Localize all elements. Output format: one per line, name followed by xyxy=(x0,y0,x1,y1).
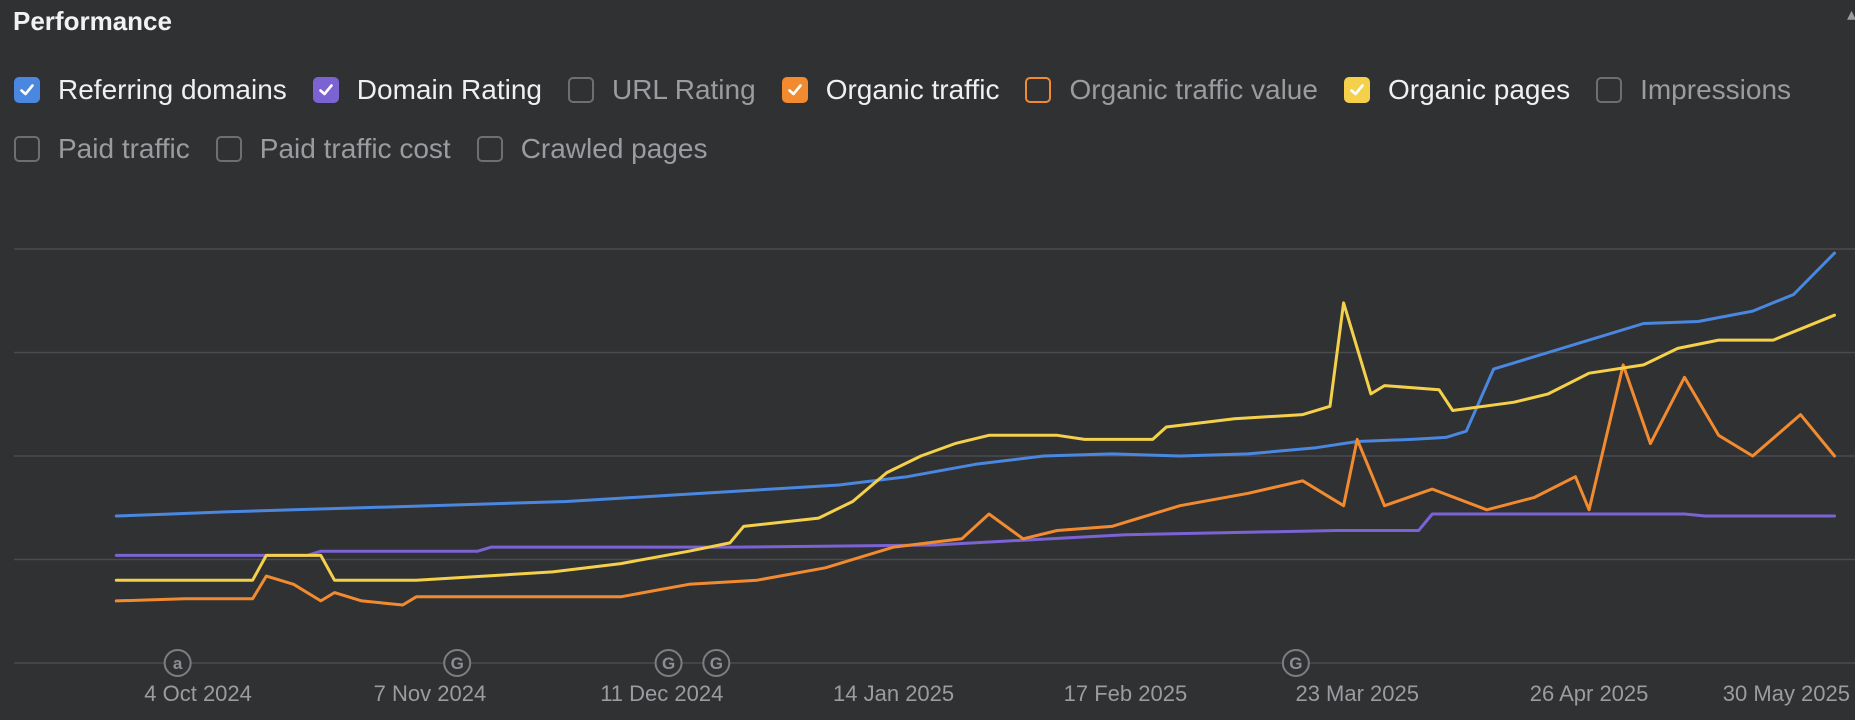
series-line-organic-traffic xyxy=(114,363,1836,607)
legend-label: Referring domains xyxy=(58,74,287,105)
x-tick-label: 26 Apr 2025 xyxy=(1530,681,1649,706)
legend-paid-traffic-cost[interactable]: Paid traffic cost xyxy=(215,133,451,165)
annotation-symbol: G xyxy=(451,654,464,673)
x-tick-label: 7 Nov 2024 xyxy=(374,681,487,706)
series-line-organic-pages xyxy=(114,301,1836,582)
x-tick-label: 30 May 2025 xyxy=(1723,681,1850,706)
annotation-marker xyxy=(1281,649,1310,677)
checkbox-icon[interactable] xyxy=(1343,77,1370,103)
checkbox-icon[interactable] xyxy=(476,136,503,162)
x-tick-label: 4 Oct 2024 xyxy=(144,681,252,706)
series-line-referring-domains xyxy=(114,251,1836,518)
legend-referring-domains[interactable]: Referring domains xyxy=(14,74,287,106)
annotation-symbol: G xyxy=(662,654,675,673)
annotation-symbol: G xyxy=(1289,654,1302,673)
legend-organic-pages[interactable]: Organic pages xyxy=(1343,74,1571,106)
annotation-marker xyxy=(654,649,683,677)
annotation-symbol: a xyxy=(173,654,183,673)
checkbox-icon[interactable] xyxy=(14,77,40,103)
legend-label: Organic pages xyxy=(1387,74,1571,105)
x-tick-label: 17 Feb 2025 xyxy=(1064,681,1188,706)
x-tick-label: 14 Jan 2025 xyxy=(833,681,954,706)
checkbox-icon[interactable] xyxy=(781,77,808,103)
legend-row-1: Referring domains Domain Rating URL Rati… xyxy=(14,74,1817,106)
legend-label: Organic traffic xyxy=(825,74,1000,105)
legend-label: Impressions xyxy=(1640,74,1792,105)
annotation-marker xyxy=(443,649,472,677)
legend-label: Paid traffic cost xyxy=(259,133,451,164)
annotation-symbol: G xyxy=(710,654,723,673)
legend-label: Crawled pages xyxy=(520,133,708,164)
panel-title: Performance xyxy=(13,6,172,36)
legend-paid-traffic[interactable]: Paid traffic xyxy=(14,133,190,165)
checkbox-icon[interactable] xyxy=(567,77,594,103)
legend-label: URL Rating xyxy=(611,74,756,105)
checkbox-icon[interactable] xyxy=(14,136,40,162)
legend-organic-traffic-value[interactable]: Organic traffic value xyxy=(1025,74,1318,106)
checkbox-icon[interactable] xyxy=(1025,77,1052,103)
legend-domain-rating[interactable]: Domain Rating xyxy=(312,74,542,106)
legend-label: Organic traffic value xyxy=(1069,74,1318,105)
checkbox-icon[interactable] xyxy=(215,136,242,162)
legend-url-rating[interactable]: URL Rating xyxy=(567,74,756,106)
legend-row-2: Paid traffic Paid traffic cost Crawled p… xyxy=(14,133,733,165)
series-line-domain-rating xyxy=(114,512,1836,557)
annotation-marker xyxy=(163,649,192,677)
legend-label: Domain Rating xyxy=(356,74,542,105)
annotation-marker xyxy=(702,649,731,677)
checkbox-icon[interactable] xyxy=(1596,77,1623,103)
legend-label: Paid traffic xyxy=(58,133,190,164)
legend-organic-traffic[interactable]: Organic traffic xyxy=(781,74,1000,106)
collapse-icon[interactable]: ▴ xyxy=(1847,4,1855,24)
checkbox-icon[interactable] xyxy=(312,77,339,103)
legend-crawled-pages[interactable]: Crawled pages xyxy=(476,133,708,165)
x-tick-label: 11 Dec 2024 xyxy=(600,681,723,706)
x-tick-label: 23 Mar 2025 xyxy=(1295,681,1419,706)
legend-impressions[interactable]: Impressions xyxy=(1596,74,1791,106)
